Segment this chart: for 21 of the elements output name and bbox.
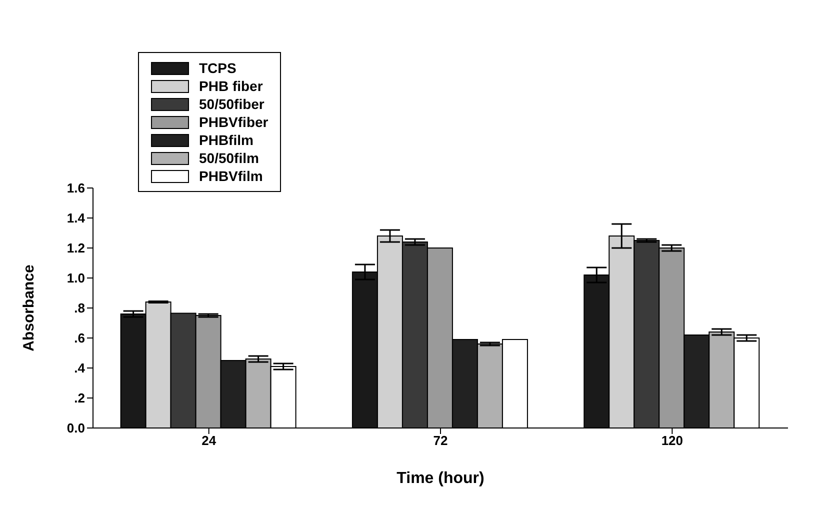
y-tick-label: .2 [74, 390, 85, 406]
y-tick-label: .4 [74, 360, 86, 376]
x-axis-title: Time (hour) [396, 470, 484, 487]
y-tick-label: 1.6 [66, 180, 85, 196]
y-tick-label: 0.0 [66, 420, 85, 436]
y-tick-label: 1.2 [66, 240, 85, 256]
legend-label: PHBVfilm [199, 167, 263, 185]
legend-label: TCPS [199, 59, 236, 77]
legend-label: 50/50fiber [199, 95, 264, 113]
x-tick-label: 24 [202, 433, 217, 448]
y-tick-label: .6 [74, 330, 85, 346]
x-tick-label: 120 [661, 433, 684, 448]
y-tick-label: .8 [74, 300, 85, 316]
y-tick-label: 1.4 [66, 210, 86, 226]
legend-label: PHBVfiber [199, 113, 268, 131]
legend-label: PHBfilm [199, 131, 254, 149]
y-tick-label: 1.0 [66, 270, 85, 286]
y-axis-title: Absorbance [20, 264, 38, 352]
legend-label: PHB fiber [199, 77, 263, 95]
x-tick-label: 72 [433, 433, 448, 448]
legend-label: 50/50film [199, 149, 259, 167]
